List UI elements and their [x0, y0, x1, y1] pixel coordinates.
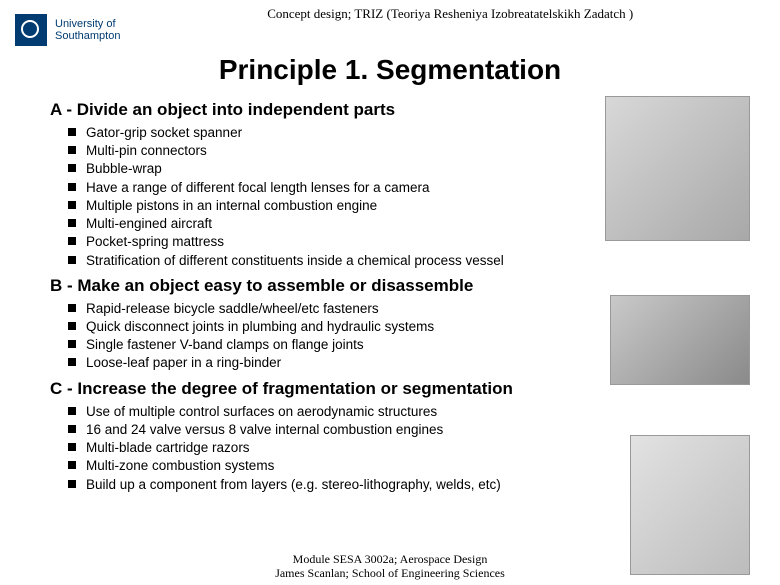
footer-line2: James Scanlan; School of Engineering Sci…	[0, 567, 780, 581]
footer-line1: Module SESA 3002a; Aerospace Design	[0, 553, 780, 567]
section-b-heading: B - Make an object easy to assemble or d…	[50, 276, 730, 296]
header: University of Southampton Concept design…	[0, 0, 780, 46]
section-c-list: Use of multiple control surfaces on aero…	[50, 403, 730, 494]
logo-line2: Southampton	[55, 30, 120, 42]
logo-icon	[15, 14, 47, 46]
university-logo: University of Southampton	[15, 2, 120, 46]
list-item: Use of multiple control surfaces on aero…	[86, 403, 730, 421]
logo-line1: University of	[55, 18, 120, 30]
list-item: Stratification of different constituents…	[86, 252, 730, 270]
page-title: Principle 1. Segmentation	[0, 54, 780, 86]
logo-text: University of Southampton	[55, 18, 120, 42]
header-subtitle: Concept design; TRIZ (Teoriya Resheniya …	[120, 2, 780, 22]
image-clamp	[610, 295, 750, 385]
footer: Module SESA 3002a; Aerospace Design Jame…	[0, 553, 780, 581]
section-c: C - Increase the degree of fragmentation…	[50, 379, 730, 494]
image-tools	[605, 96, 750, 241]
